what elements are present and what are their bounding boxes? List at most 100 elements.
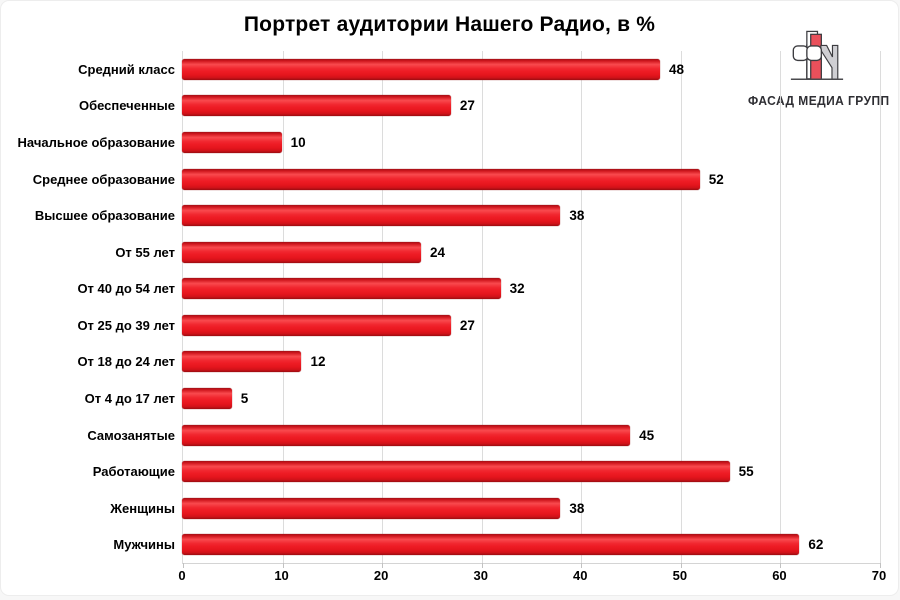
bar-track: 27 (182, 307, 879, 344)
x-tick-label: 40 (573, 568, 588, 583)
axis-tick (581, 563, 583, 568)
category-label: От 25 до 39 лет (77, 317, 175, 333)
value-label: 48 (668, 61, 684, 77)
value-label: 38 (569, 208, 585, 224)
bar (182, 205, 561, 227)
chart-row: От 25 до 39 лет 27 (7, 307, 879, 344)
gridline (382, 51, 384, 563)
bar (182, 95, 451, 117)
bar (182, 351, 302, 373)
x-tick-label: 60 (772, 568, 787, 583)
value-label: 45 (639, 427, 655, 443)
x-tick-label: 50 (672, 568, 688, 583)
axis-tick (382, 563, 384, 568)
axis-tick (481, 563, 483, 568)
category-label: Средний класс (78, 61, 175, 77)
bar-track: 55 (182, 453, 879, 490)
logo-text: ФАСАД МЕДИА ГРУПП (748, 93, 890, 108)
category-label: Обеспеченные (78, 98, 175, 114)
value-label: 27 (459, 317, 475, 333)
plot-area (182, 51, 881, 568)
bar-track: 52 (182, 161, 879, 198)
x-tick-label: 70 (871, 568, 887, 583)
x-tick-label: 0 (178, 568, 186, 583)
bar (182, 278, 501, 300)
axis-tick (282, 563, 284, 568)
x-tick-label: 10 (274, 568, 289, 583)
gridline (880, 51, 881, 563)
axis-tick (680, 563, 682, 568)
bar-track: 62 (182, 527, 879, 564)
axis-tick (183, 563, 184, 568)
category-label: Высшее образование (34, 208, 175, 224)
value-label: 32 (509, 281, 525, 297)
chart-row: От 18 до 24 лет 12 (7, 344, 879, 381)
bar (182, 424, 631, 446)
chart-row: Средний класс 48 (7, 51, 879, 88)
value-label: 52 (708, 171, 724, 187)
category-label: Начальное образование (17, 134, 175, 150)
bar-track: 38 (182, 197, 879, 234)
bar-track: 38 (182, 490, 879, 527)
category-label: От 4 до 17 лет (84, 390, 175, 406)
value-label: 38 (569, 500, 585, 516)
bar (182, 58, 660, 80)
chart-row: Самозанятые 45 (7, 417, 879, 454)
chart-row: Среднее образование 52 (7, 161, 879, 198)
x-axis-labels: 0 10 20 30 40 50 60 70 (178, 568, 886, 588)
category-label: Мужчины (113, 537, 175, 553)
chart-row: Женщины 38 (7, 490, 879, 527)
logo: ФАСАД МЕДИА ГРУПП (742, 29, 892, 108)
category-label: Самозанятые (87, 427, 175, 443)
bar (182, 241, 421, 263)
category-label: От 40 до 54 лет (77, 281, 175, 297)
chart-row: От 4 до 17 лет 5 (7, 380, 879, 417)
value-label: 55 (738, 464, 754, 480)
x-tick-label: 30 (473, 568, 488, 583)
bar-track: 48 (182, 51, 879, 88)
value-label: 5 (240, 390, 249, 406)
value-label: 24 (429, 244, 445, 260)
bar (182, 314, 451, 336)
category-label: Женщины (110, 500, 175, 516)
value-label: 62 (808, 537, 824, 553)
chart-row: Мужчины 62 (7, 527, 879, 564)
bar (182, 534, 800, 556)
chart-row: Высшее образование 38 (7, 197, 879, 234)
bar-track: 27 (182, 88, 879, 125)
bar (182, 387, 232, 409)
bar (182, 168, 700, 190)
fm-monogram-icon (790, 30, 844, 81)
category-label: Среднее образование (32, 171, 175, 187)
chart-row: Обеспеченные 27 (7, 88, 879, 125)
chart-row: Работающие 55 (7, 453, 879, 490)
chart-row: От 55 лет 24 (7, 234, 879, 271)
value-label: 10 (290, 134, 306, 150)
bar (182, 461, 730, 483)
bar-track: 5 (182, 380, 879, 417)
bar-track: 45 (182, 417, 879, 454)
gridline (581, 51, 583, 563)
value-label: 27 (459, 98, 475, 114)
chart-title: Портрет аудитории Нашего Радио, в % (243, 13, 656, 36)
gridline (282, 51, 284, 563)
gridline (680, 51, 682, 563)
gridline (481, 51, 483, 563)
axis-tick (880, 563, 881, 568)
chart-row: От 40 до 54 лет 32 (7, 270, 879, 307)
gridline (780, 51, 782, 563)
category-label: От 55 лет (115, 244, 175, 260)
category-label: Работающие (92, 464, 175, 480)
category-label: От 18 до 24 лет (77, 354, 175, 370)
bar-track: 24 (182, 234, 879, 271)
x-tick-label: 20 (373, 568, 389, 583)
bar (182, 131, 282, 153)
axis-tick (780, 563, 782, 568)
chart-row: Начальное образование 10 (7, 124, 879, 161)
value-label: 12 (310, 354, 326, 370)
bar-track: 12 (182, 344, 879, 381)
bar-track: 10 (182, 124, 879, 161)
bar (182, 497, 561, 519)
bar-track: 32 (182, 270, 879, 307)
